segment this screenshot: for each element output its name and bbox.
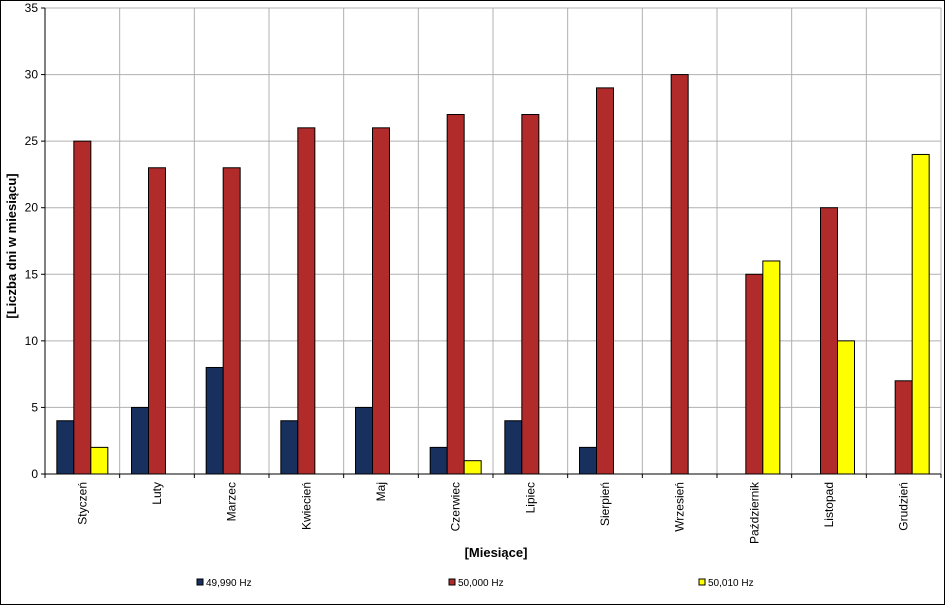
bar xyxy=(280,420,299,475)
legend-swatch xyxy=(448,578,456,586)
y-axis-label: [Liczba dni w miesiącu] xyxy=(4,173,19,318)
bar xyxy=(911,153,930,475)
bar xyxy=(837,340,855,475)
y-tick-label: 30 xyxy=(25,68,39,82)
x-tick-label: Maj xyxy=(374,482,388,501)
bar xyxy=(56,420,75,475)
bar xyxy=(131,406,149,475)
bar xyxy=(521,114,540,475)
x-tick-label: Grudzień xyxy=(897,482,911,531)
bars-layer xyxy=(56,74,930,475)
y-tick-label: 0 xyxy=(31,467,38,481)
bar xyxy=(429,446,448,475)
axes-layer: 0 5 10 15 20 25 30 35 Styczeń Luty Marzec Kwiecień M… xyxy=(25,1,942,544)
bar xyxy=(297,127,316,475)
bar xyxy=(205,366,224,475)
y-tick-label: 15 xyxy=(25,267,39,281)
bar xyxy=(463,460,482,475)
legend: 49,990 Hz 50,000 Hz 50,010 Hz xyxy=(196,578,754,589)
bar xyxy=(90,446,109,475)
x-tick-label: Marzec xyxy=(225,482,239,521)
bar xyxy=(762,260,781,475)
y-tick-label: 5 xyxy=(31,400,38,414)
legend-label: 50,000 Hz xyxy=(458,578,504,589)
bar xyxy=(579,446,597,475)
y-tick-label: 20 xyxy=(25,201,39,215)
x-tick-label: Styczeń xyxy=(75,482,89,525)
bar xyxy=(355,406,373,475)
bar xyxy=(504,420,523,475)
y-tick-label: 35 xyxy=(25,1,39,15)
bar xyxy=(596,87,614,475)
grid-layer xyxy=(45,7,942,474)
bar xyxy=(820,207,838,475)
legend-label: 49,990 Hz xyxy=(206,578,252,589)
y-tick-label: 10 xyxy=(25,334,39,348)
x-tick-label: Kwiecień xyxy=(299,482,313,530)
x-tick-label: Listopad xyxy=(822,482,836,527)
bar xyxy=(73,140,92,475)
bar xyxy=(222,167,241,475)
bar xyxy=(446,114,465,475)
bar xyxy=(148,167,166,475)
legend-swatch xyxy=(196,578,204,586)
legend-swatch xyxy=(698,578,706,586)
x-tick-label: Październik xyxy=(747,481,761,544)
bar xyxy=(745,273,764,475)
x-tick-label: Luty xyxy=(150,482,164,505)
legend-label: 50,010 Hz xyxy=(708,578,754,589)
x-tick-label: Lipiec xyxy=(523,482,537,513)
x-tick-label: Sierpień xyxy=(598,482,612,526)
bar xyxy=(372,127,390,475)
bar xyxy=(670,74,689,475)
x-tick-label: Wrzesień xyxy=(673,482,687,532)
x-axis-label: [Miesiące] xyxy=(465,545,528,560)
bar xyxy=(894,380,913,475)
y-tick-label: 25 xyxy=(25,134,39,148)
x-tick-label: Czerwiec xyxy=(449,482,463,531)
